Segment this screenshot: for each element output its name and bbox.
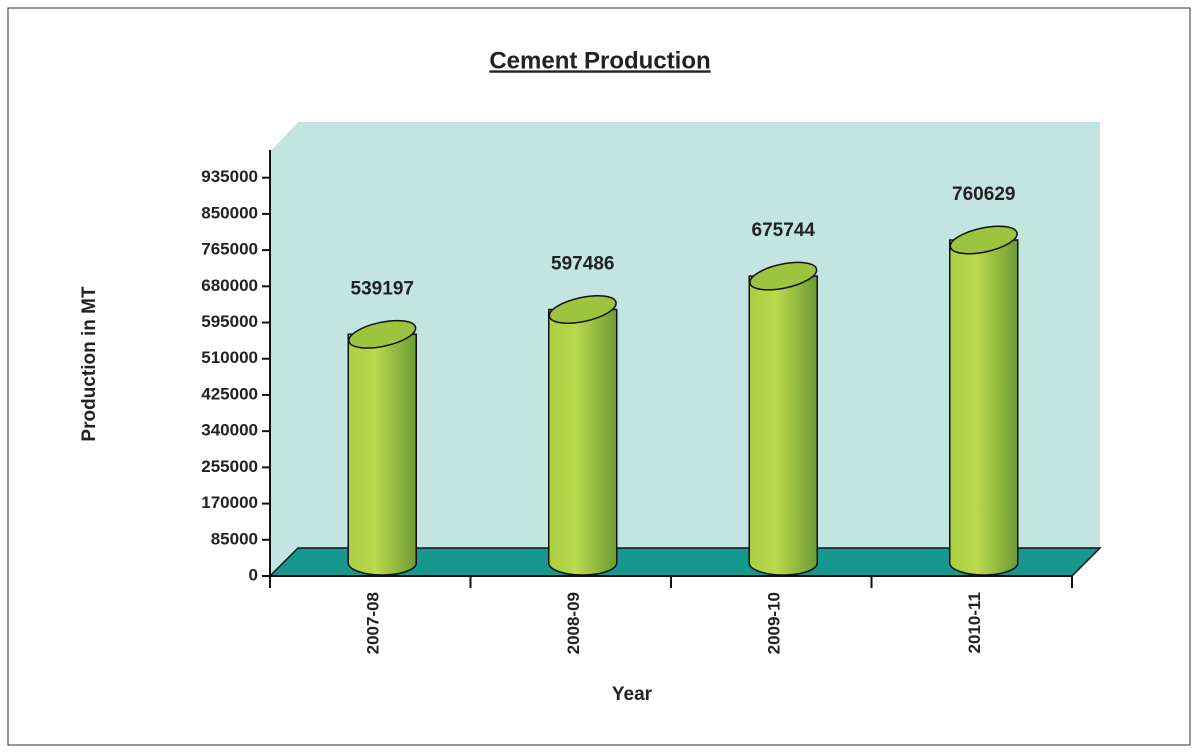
chart-title: Cement Production	[489, 47, 710, 74]
value-label: 760629	[952, 184, 1015, 205]
x-axis	[269, 575, 1073, 588]
y-tick-label: 850000	[201, 203, 258, 222]
value-label: 539197	[351, 278, 414, 299]
back-wall	[270, 122, 1100, 576]
bar	[347, 319, 417, 576]
y-tick-label: 255000	[201, 457, 258, 476]
bar	[748, 261, 818, 576]
y-tick-label: 425000	[201, 384, 258, 403]
y-tick-label: 680000	[201, 276, 258, 295]
value-label: 675744	[752, 220, 816, 241]
y-tick-label: 0	[249, 565, 258, 584]
x-tick-label: 2010-11	[965, 592, 984, 653]
y-tick-label: 340000	[201, 421, 258, 440]
x-axis-label: Year	[612, 684, 653, 705]
bar	[949, 225, 1019, 576]
y-tick-label: 510000	[201, 348, 258, 367]
x-tick-label: 2009-10	[765, 592, 784, 654]
x-tick-label: 2007-08	[364, 592, 383, 654]
x-tick-label: 2008-09	[564, 592, 583, 654]
y-tick-label: 765000	[201, 240, 258, 259]
y-tick-label: 170000	[201, 493, 258, 512]
y-tick-label: 85000	[211, 529, 258, 548]
value-label: 597486	[551, 253, 614, 274]
y-tick-label: 595000	[201, 312, 258, 331]
y-axis-label: Production in MT	[79, 286, 100, 442]
bar	[548, 295, 618, 576]
y-tick-label: 935000	[201, 167, 258, 186]
